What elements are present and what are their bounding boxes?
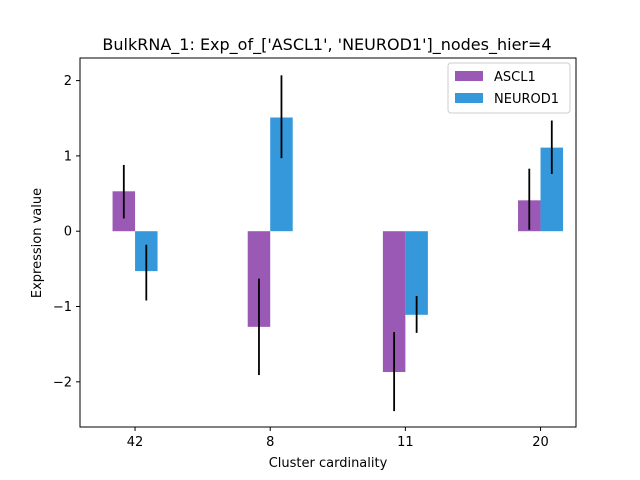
y-tick-label: 2	[64, 74, 72, 89]
bar-neurod1-20	[540, 147, 564, 232]
y-axis: −2 −1 0 1 2	[53, 74, 80, 390]
y-axis-label: Expression value	[30, 188, 45, 298]
y-tick-label: 1	[64, 149, 72, 164]
legend-label-neurod1: NEUROD1	[494, 92, 559, 107]
x-tick-label: 8	[266, 435, 274, 450]
chart-title: BulkRNA_1: Exp_of_['ASCL1', 'NEUROD1']_n…	[102, 35, 551, 55]
legend: ASCL1 NEUROD1	[447, 62, 571, 114]
legend-swatch-neurod1	[455, 93, 483, 103]
legend-label-ascl1: ASCL1	[494, 70, 536, 85]
x-tick-label: 20	[532, 435, 549, 450]
plot-area	[112, 75, 564, 412]
bar-ascl1-11	[382, 231, 406, 373]
x-tick-label: 42	[127, 435, 144, 450]
bar-neurod1-11	[405, 231, 428, 315]
x-axis-label: Cluster cardinality	[269, 456, 388, 471]
y-tick-label: −2	[53, 375, 72, 390]
y-tick-label: −1	[53, 300, 72, 315]
bar-neurod1-8	[270, 117, 293, 232]
x-axis: 42 8 11 20	[127, 427, 549, 450]
legend-swatch-ascl1	[455, 71, 483, 81]
x-tick-label: 11	[397, 435, 414, 450]
y-tick-label: 0	[64, 225, 72, 240]
axes-frame	[79, 57, 577, 428]
